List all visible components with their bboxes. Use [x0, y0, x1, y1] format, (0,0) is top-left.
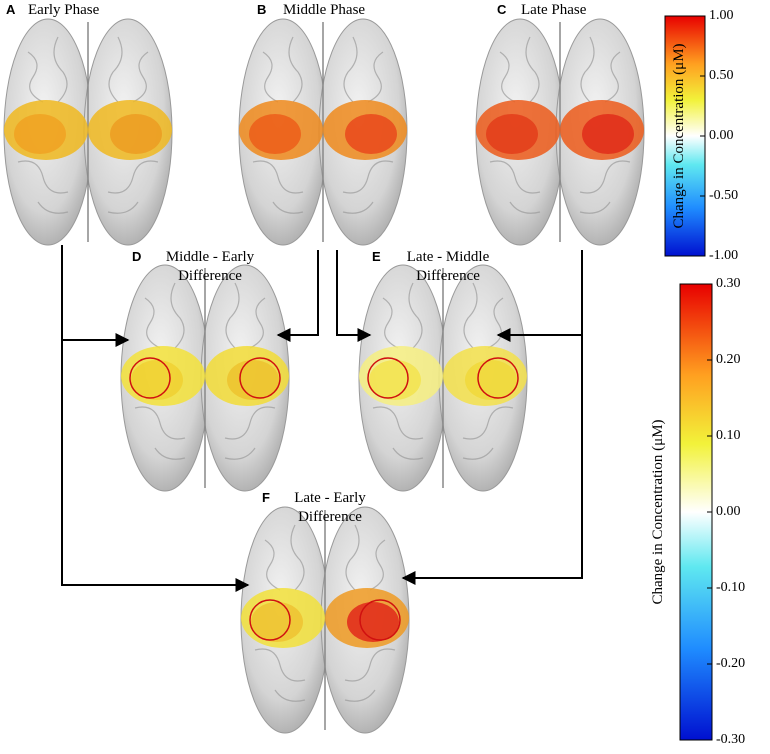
- colorbar-tick-label: -0.50: [709, 188, 738, 203]
- activation: [227, 360, 279, 400]
- panel-title: Early Phase: [28, 2, 100, 18]
- panel-title: Difference: [178, 268, 242, 284]
- colorbar-tick-label: -0.10: [716, 580, 745, 595]
- panel-letter: C: [497, 2, 507, 17]
- panel-letter: E: [372, 249, 381, 264]
- activation: [369, 360, 421, 400]
- colorbar-tick-label: -1.00: [709, 248, 738, 263]
- colorbar-tick-label: 0.00: [709, 128, 734, 143]
- colorbar-tick-label: 0.50: [709, 68, 734, 83]
- significance-outline: [359, 599, 401, 641]
- activation: [14, 114, 66, 154]
- brain: [238, 18, 408, 246]
- colorbar-tick-label: -0.20: [716, 656, 745, 671]
- activation: [131, 360, 183, 400]
- panel-letter: B: [257, 2, 266, 17]
- significance-outline: [367, 357, 409, 399]
- activation: [465, 360, 517, 400]
- colorbar-tick-label: 0.20: [716, 352, 741, 367]
- panel-title: Late Phase: [521, 2, 587, 18]
- panel-letter: A: [6, 2, 16, 17]
- colorbar-tick-label: 0.00: [716, 504, 741, 519]
- brain-images: [3, 18, 645, 734]
- brain: [240, 506, 410, 734]
- activation: [110, 114, 162, 154]
- brain: [120, 264, 290, 492]
- panel-title: Late - Early: [294, 490, 366, 506]
- panel-title: Difference: [416, 268, 480, 284]
- brain: [475, 18, 645, 246]
- colorbar: [679, 283, 713, 741]
- panel-title: Late - Middle: [407, 249, 490, 265]
- colorbar-tick-label: -0.30: [716, 732, 745, 747]
- panel-title: Middle - Early: [166, 249, 255, 265]
- brain: [3, 18, 173, 246]
- colorbars: 1.00 0.50 0.00 -0.50 -1.00 Change in Concentr…: [650, 8, 745, 747]
- panel-letter: D: [132, 249, 141, 264]
- significance-outline: [239, 357, 281, 399]
- activation: [249, 114, 301, 154]
- panel-title: Middle Phase: [283, 2, 365, 18]
- significance-outline: [129, 357, 171, 399]
- arrows: [61, 245, 583, 592]
- panel-letter: F: [262, 490, 270, 505]
- colorbar-tick-label: 0.30: [716, 276, 741, 291]
- activation: [347, 602, 399, 642]
- activation: [345, 114, 397, 154]
- activation: [251, 602, 303, 642]
- significance-outline: [477, 357, 519, 399]
- brain: [358, 264, 528, 492]
- colorbar-tick-label: 1.00: [709, 8, 734, 23]
- colorbar-tick-label: 0.10: [716, 428, 741, 443]
- panel-title: Difference: [298, 509, 362, 525]
- colorbar-label: Change in Concentration (μM): [650, 419, 666, 604]
- activation: [582, 114, 634, 154]
- colorbar-label: Change in Concentration (μM): [671, 43, 687, 228]
- significance-outline: [249, 599, 291, 641]
- activation: [486, 114, 538, 154]
